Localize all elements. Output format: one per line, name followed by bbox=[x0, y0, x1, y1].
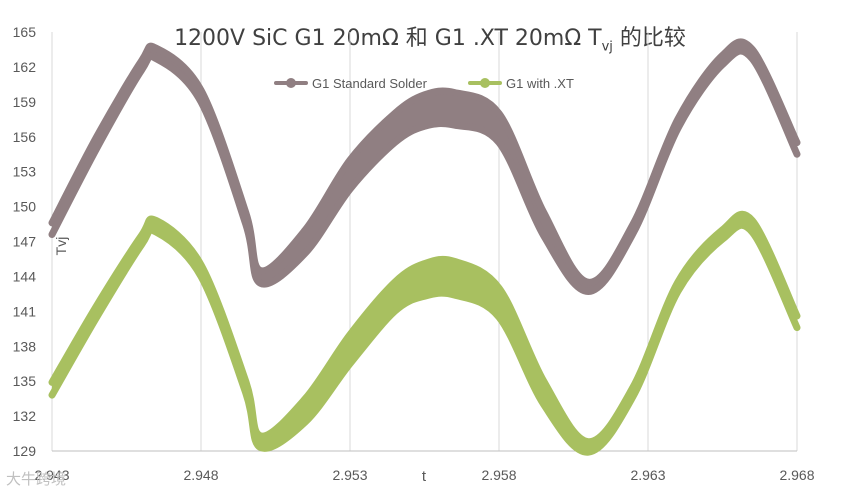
x-tick-label: 2.958 bbox=[481, 467, 516, 483]
legend-item-1: G1 Standard Solder bbox=[274, 76, 428, 91]
y-axis-label: Tvj bbox=[53, 237, 69, 256]
y-tick-label: 147 bbox=[13, 234, 37, 250]
legend-label: G1 Standard Solder bbox=[312, 76, 428, 91]
series-1 bbox=[48, 38, 801, 296]
chart-title-main: 1200V SiC G1 20mΩ 和 G1 .XT 20mΩ T bbox=[174, 26, 602, 51]
series-lower-line bbox=[48, 221, 801, 456]
x-axis-label: t bbox=[422, 468, 427, 485]
watermark: 大牛跨境 bbox=[6, 470, 67, 488]
series-band bbox=[52, 214, 797, 453]
y-tick-label: 129 bbox=[13, 443, 37, 459]
legend-swatch-marker bbox=[480, 78, 490, 88]
chart-title-subscript: vj bbox=[601, 39, 613, 55]
y-tick-label: 138 bbox=[13, 338, 37, 354]
y-tick-label: 165 bbox=[13, 24, 37, 40]
chart-title-suffix: 的比较 bbox=[612, 26, 686, 51]
legend-item-2: G1 with .XT bbox=[468, 76, 574, 91]
series-upper-line bbox=[48, 210, 801, 446]
x-tick-label: 2.948 bbox=[183, 467, 218, 483]
y-tick-label: 153 bbox=[13, 164, 37, 180]
x-tick-label: 2.963 bbox=[630, 467, 665, 483]
grid-lines bbox=[51, 32, 798, 451]
x-tick-label: 2.943 bbox=[34, 467, 69, 483]
x-tick-label: 2.968 bbox=[779, 467, 814, 483]
series-2 bbox=[48, 210, 801, 456]
y-tick-label: 159 bbox=[13, 94, 37, 110]
y-tick-label: 141 bbox=[13, 303, 37, 319]
legend-label: G1 with .XT bbox=[506, 76, 574, 91]
legend: G1 Standard Solder G1 with .XT bbox=[274, 76, 574, 91]
series-upper-line bbox=[48, 38, 801, 286]
series-lower-line bbox=[48, 47, 801, 296]
y-tick-label: 132 bbox=[13, 408, 37, 424]
tick-labels: 2.943 2.948 2.953 2.958 2.963 2.968 129 132 135 1… bbox=[13, 24, 815, 483]
chart-title: 1200V SiC G1 20mΩ 和 G1 .XT 20mΩ Tvj 的比较 bbox=[0, 20, 860, 54]
legend-swatch-marker bbox=[286, 78, 296, 88]
x-tick-label: 2.953 bbox=[332, 467, 367, 483]
y-tick-label: 162 bbox=[13, 59, 37, 75]
y-tick-label: 150 bbox=[13, 199, 37, 215]
series-group bbox=[48, 38, 801, 456]
y-tick-label: 144 bbox=[13, 268, 37, 284]
y-tick-label: 135 bbox=[13, 373, 37, 389]
y-tick-label: 156 bbox=[13, 129, 37, 145]
